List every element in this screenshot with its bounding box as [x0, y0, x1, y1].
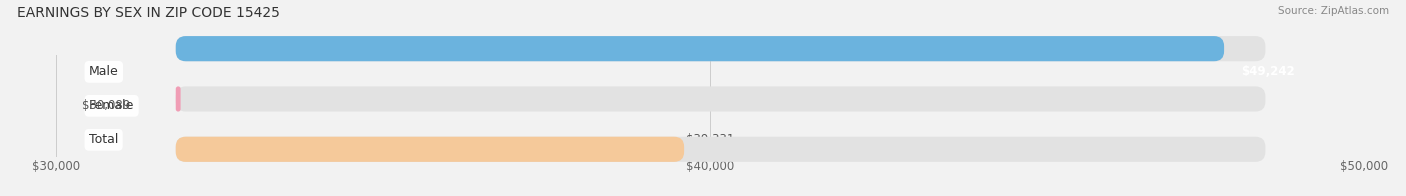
Text: Female: Female: [89, 99, 135, 112]
Text: $30,089: $30,089: [82, 99, 129, 112]
Text: Total: Total: [89, 133, 118, 146]
Text: Male: Male: [89, 65, 118, 78]
Text: $49,242: $49,242: [1241, 65, 1295, 78]
Text: Source: ZipAtlas.com: Source: ZipAtlas.com: [1278, 6, 1389, 16]
Text: $39,331: $39,331: [686, 133, 734, 146]
Text: EARNINGS BY SEX IN ZIP CODE 15425: EARNINGS BY SEX IN ZIP CODE 15425: [17, 6, 280, 20]
